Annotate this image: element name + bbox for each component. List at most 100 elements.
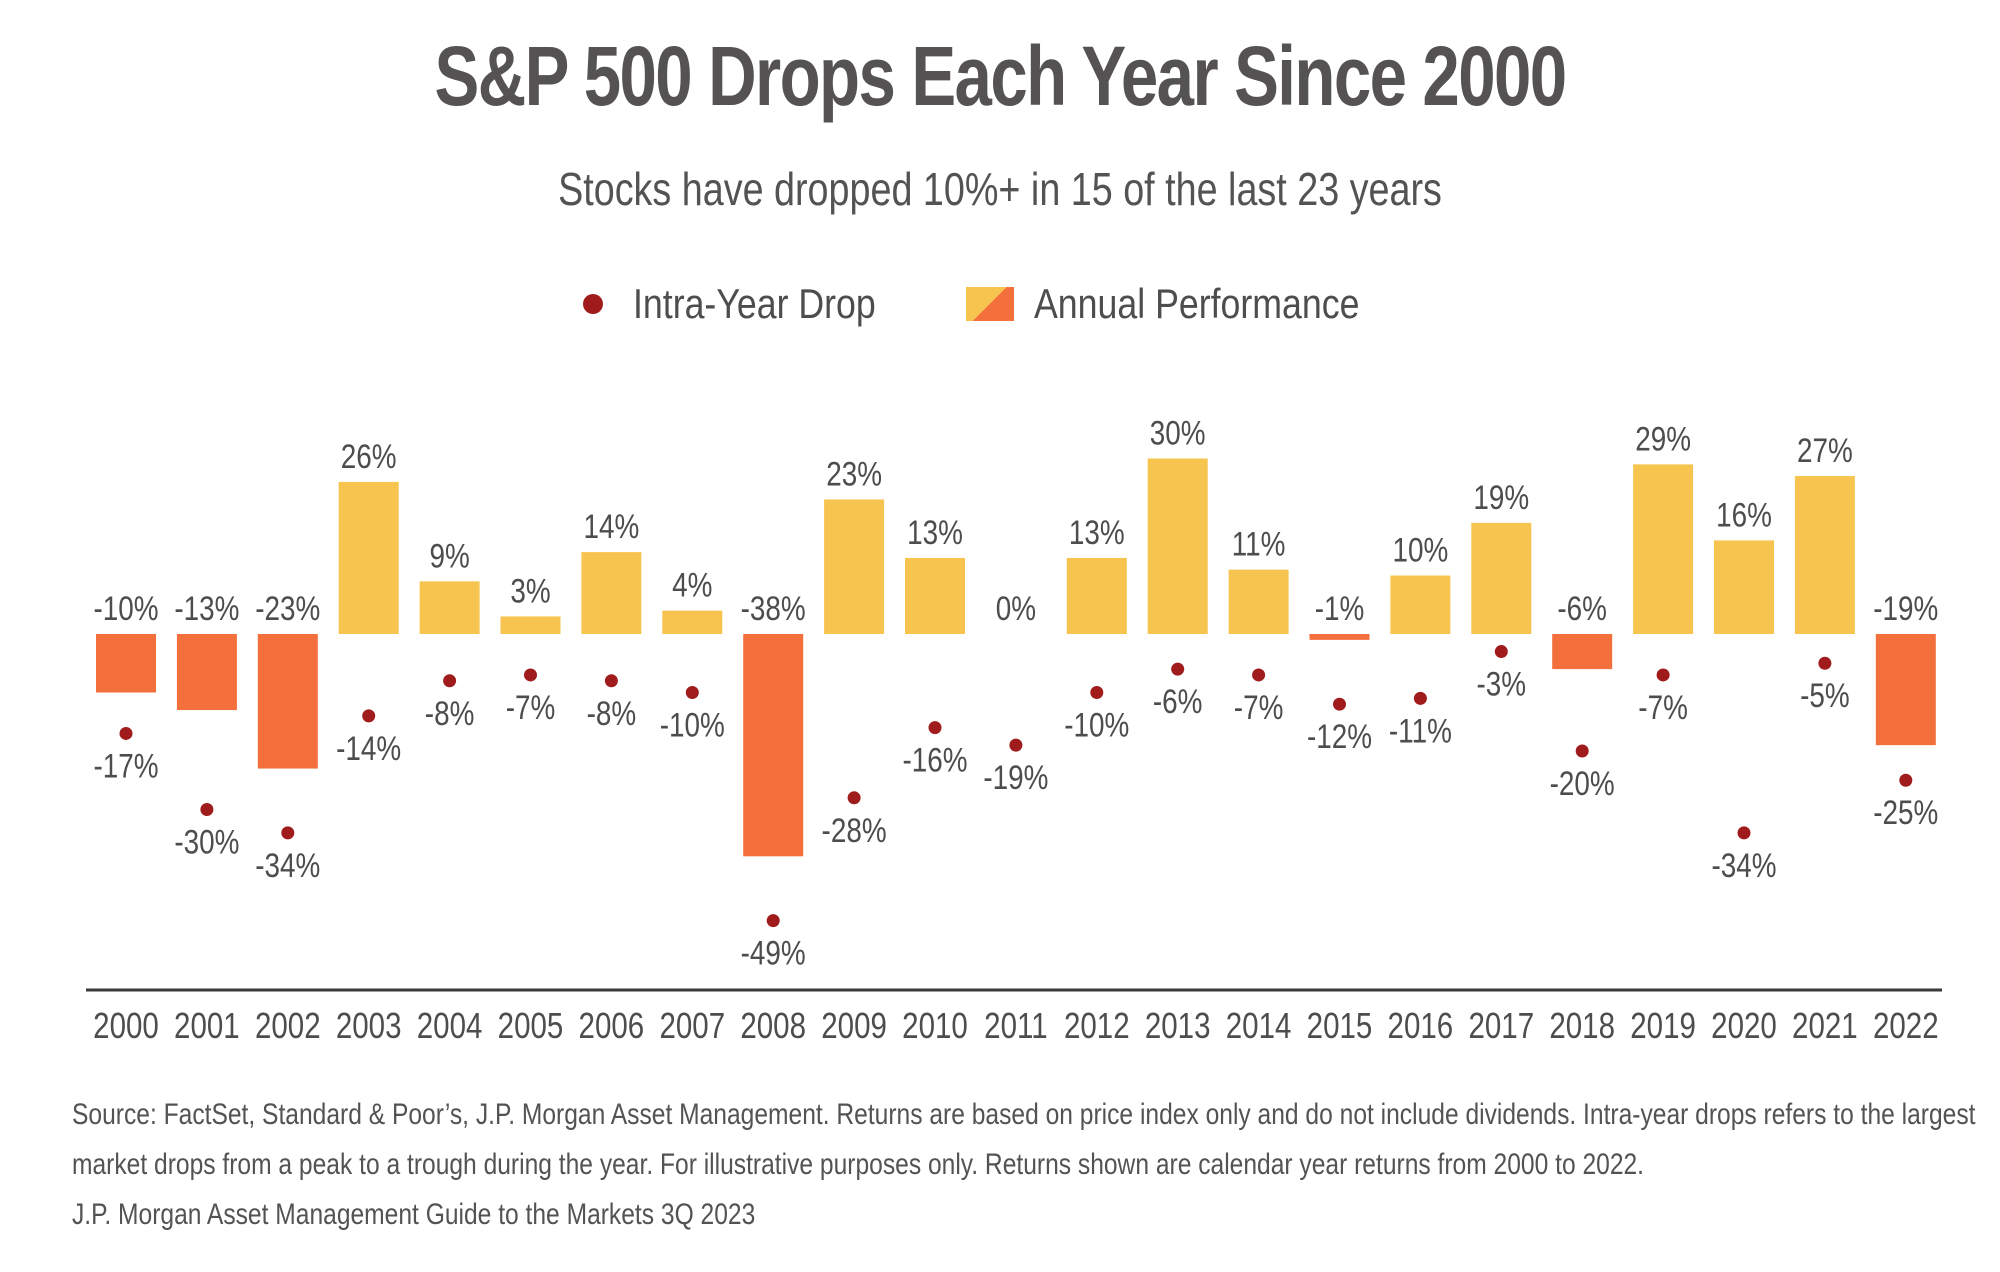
dot-label-2000: -17% xyxy=(93,747,158,785)
x-tick-label-2010: 2010 xyxy=(902,1005,968,1045)
x-tick-label-2011: 2011 xyxy=(984,1005,1047,1045)
dot-intra-year-drop-2004 xyxy=(443,674,457,688)
dot-intra-year-drop-2006 xyxy=(604,674,618,688)
bar-label-2012: 13% xyxy=(1069,513,1125,551)
dot-label-2007: -10% xyxy=(660,706,725,744)
source-line-3: J.P. Morgan Asset Management Guide to th… xyxy=(72,1198,756,1231)
dot-intra-year-drop-2009 xyxy=(847,791,861,805)
x-tick-label-2012: 2012 xyxy=(1064,1005,1130,1045)
bar-annual-performance-2001 xyxy=(176,634,237,711)
dot-label-2009: -28% xyxy=(822,811,887,849)
x-tick-label-2002: 2002 xyxy=(255,1005,321,1045)
dot-intra-year-drop-2020 xyxy=(1737,826,1751,840)
x-tick-label-2019: 2019 xyxy=(1630,1005,1696,1045)
dot-label-2019: -7% xyxy=(1638,688,1688,726)
dot-intra-year-drop-2012 xyxy=(1090,686,1104,699)
dot-label-2010: -16% xyxy=(902,741,967,779)
bar-annual-performance-2015 xyxy=(1309,634,1370,640)
dot-label-2001: -30% xyxy=(174,823,239,861)
x-tick-label-2007: 2007 xyxy=(659,1005,725,1045)
dot-label-2002: -34% xyxy=(255,846,320,884)
dot-label-2005: -7% xyxy=(506,688,556,726)
dot-intra-year-drop-2003 xyxy=(362,709,376,723)
x-tick-label-2003: 2003 xyxy=(336,1005,402,1045)
x-tick-label-2008: 2008 xyxy=(740,1005,806,1045)
dot-label-2004: -8% xyxy=(425,694,475,732)
bar-label-2021: 27% xyxy=(1797,431,1853,469)
dot-intra-year-drop-2016 xyxy=(1413,691,1427,705)
bar-label-2003: 26% xyxy=(341,437,397,475)
dot-label-2008: -49% xyxy=(741,934,806,972)
bar-annual-performance-2021 xyxy=(1794,476,1855,634)
source-line-2: market drops from a peak to a trough dur… xyxy=(72,1148,1645,1181)
bar-annual-performance-2018 xyxy=(1552,634,1613,670)
x-tick-label-2014: 2014 xyxy=(1226,1005,1292,1045)
bar-label-2017: 19% xyxy=(1473,478,1529,516)
x-tick-label-2016: 2016 xyxy=(1388,1005,1454,1045)
x-tick-label-2013: 2013 xyxy=(1145,1005,1211,1045)
bar-label-2010: 13% xyxy=(907,513,963,551)
legend-label-intra-year-drop: Intra-Year Drop xyxy=(632,280,876,327)
bar-annual-performance-2020 xyxy=(1714,540,1774,634)
dot-label-2014: -7% xyxy=(1234,688,1284,726)
bar-label-2016: 10% xyxy=(1393,531,1449,569)
x-tick-label-2006: 2006 xyxy=(579,1005,645,1045)
bar-annual-performance-2016 xyxy=(1390,575,1451,634)
dot-intra-year-drop-2002 xyxy=(281,826,295,840)
x-tick-label-2009: 2009 xyxy=(821,1005,887,1045)
bar-annual-performance-2019 xyxy=(1633,464,1694,634)
bar-annual-performance-2000 xyxy=(96,634,156,693)
dot-label-2003: -14% xyxy=(336,729,401,767)
bar-annual-performance-2014 xyxy=(1228,569,1289,634)
bar-label-2019: 29% xyxy=(1635,420,1691,458)
dot-label-2016: -11% xyxy=(1389,712,1452,750)
legend-item-annual-performance: Annual Performance xyxy=(966,280,1417,328)
dot-label-2012: -10% xyxy=(1064,706,1129,744)
dot-label-2017: -3% xyxy=(1477,665,1527,703)
bar-label-2020: 16% xyxy=(1716,496,1772,534)
bar-annual-performance-2008 xyxy=(743,634,804,857)
source-line-1: Source: FactSet, Standard & Poor’s, J.P.… xyxy=(72,1098,1976,1131)
bar-annual-performance-2022 xyxy=(1875,634,1936,746)
dot-intra-year-drop-2013 xyxy=(1171,662,1185,676)
chart-title: S&P 500 Drops Each Year Since 2000 xyxy=(434,29,1567,123)
dot-label-2021: -5% xyxy=(1800,677,1850,715)
x-tick-label-2018: 2018 xyxy=(1549,1005,1615,1045)
x-tick-label-2017: 2017 xyxy=(1468,1005,1534,1045)
bar-label-2005: 3% xyxy=(510,572,550,610)
bar-annual-performance-2013 xyxy=(1147,458,1208,634)
x-tick-label-2005: 2005 xyxy=(498,1005,564,1045)
bar-label-2011: 0% xyxy=(996,589,1036,627)
dot-intra-year-drop-2017 xyxy=(1494,645,1508,659)
dot-intra-year-drop-2007 xyxy=(685,686,699,699)
legend-item-intra-year-drop: Intra-Year Drop xyxy=(582,280,919,328)
dot-intra-year-drop-2008 xyxy=(766,914,780,928)
bar-annual-performance-2003 xyxy=(338,481,399,634)
legend-dot-icon xyxy=(582,294,603,314)
source-note: Source: FactSet, Standard & Poor’s, J.P.… xyxy=(72,1090,1976,1240)
dot-label-2022: -25% xyxy=(1873,794,1938,832)
bar-label-2007: 4% xyxy=(672,566,712,604)
dot-intra-year-drop-2011 xyxy=(1009,738,1023,752)
bar-label-2000: -10% xyxy=(93,589,158,627)
dot-intra-year-drop-2019 xyxy=(1656,668,1670,682)
bar-annual-performance-2010 xyxy=(905,557,965,634)
legend-label-annual-performance: Annual Performance xyxy=(1034,280,1360,327)
dot-intra-year-drop-2010 xyxy=(928,721,942,735)
x-tick-label-2021: 2021 xyxy=(1792,1005,1858,1045)
bar-label-2004: 9% xyxy=(429,537,469,575)
dot-intra-year-drop-2022 xyxy=(1899,773,1913,787)
dot-label-2015: -12% xyxy=(1307,718,1372,756)
dot-label-2018: -20% xyxy=(1550,764,1615,802)
bar-label-2015: -1% xyxy=(1315,589,1365,627)
bar-label-2008: -38% xyxy=(741,589,806,627)
dot-intra-year-drop-2000 xyxy=(119,726,133,740)
x-tick-label-2001: 2001 xyxy=(174,1005,240,1045)
bar-annual-performance-2004 xyxy=(419,581,480,634)
bar-label-2022: -19% xyxy=(1873,589,1938,627)
bar-annual-performance-2002 xyxy=(257,634,318,769)
legend-swatch-icon xyxy=(966,287,1015,321)
bar-label-2009: 23% xyxy=(826,455,882,493)
x-tick-label-2022: 2022 xyxy=(1873,1005,1939,1045)
dot-intra-year-drop-2001 xyxy=(200,803,214,816)
